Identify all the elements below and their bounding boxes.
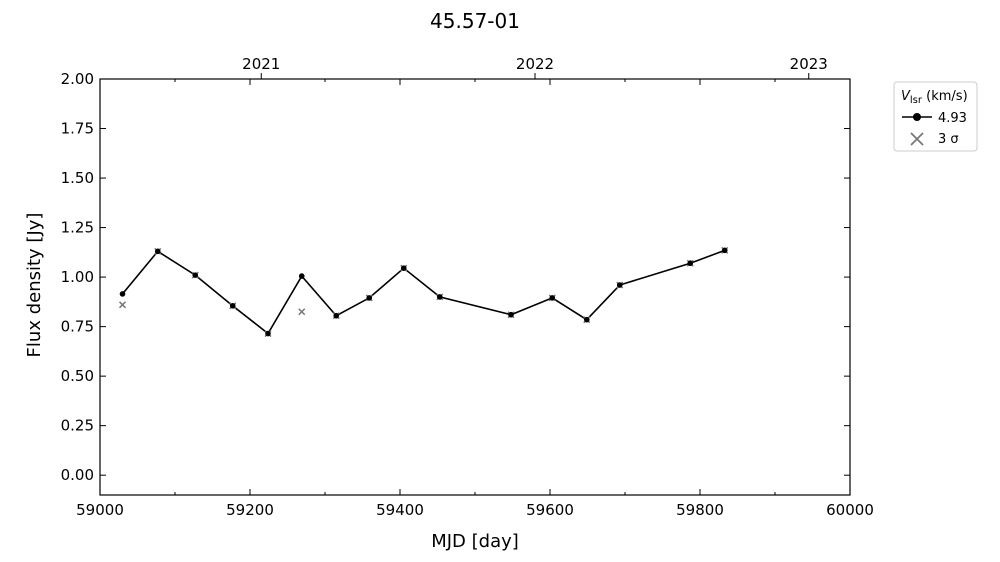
y-axis-label: Flux density [Jy] (24, 213, 45, 358)
legend-box (893, 81, 978, 152)
sigma-marker (298, 308, 306, 316)
x-tick-label: 59200 (226, 501, 274, 519)
data-point (229, 303, 236, 309)
legend-entry-sigma: 3 σ (938, 132, 959, 147)
plot-frame (99, 78, 851, 496)
legend-x-swatch (910, 132, 924, 146)
data-point (508, 311, 514, 318)
y-tick-label: 0.25 (61, 417, 94, 435)
year-tick-label: 2023 (790, 55, 828, 73)
legend-dot-swatch (913, 113, 921, 121)
legend-title: Vlsr (km/s) (901, 89, 968, 106)
series-line (121, 249, 726, 335)
data-point (119, 291, 126, 297)
x-axis-label: MJD [day] (431, 531, 519, 552)
data-point (192, 272, 199, 278)
year-tick-label: 2022 (516, 55, 554, 73)
legend: Vlsr (km/s) 4.93 3 σ (893, 81, 978, 152)
y-tick-label: 1.50 (61, 169, 94, 187)
x-tick-label: 60000 (826, 501, 874, 519)
legend-title-main: V (901, 89, 911, 104)
x-tick-label: 59000 (76, 501, 124, 519)
x-axis: 59000 59200 59400 59600 59800 60000 (76, 79, 874, 519)
legend-title-sub: lsr (910, 95, 923, 106)
data-point (298, 273, 305, 279)
top-year-axis: 2021 2022 2023 (242, 55, 828, 79)
data-point (265, 330, 271, 337)
year-tick-label: 2021 (242, 55, 280, 73)
y-axis: 0.00 0.25 0.50 0.75 1.00 1.25 1.50 1.75 2.00 (61, 70, 850, 484)
series-layer (118, 246, 729, 338)
data-point (154, 248, 161, 255)
sigma-marker-stroke (298, 308, 306, 316)
chart-title: 45.57-01 (430, 9, 520, 33)
data-point (583, 316, 590, 323)
y-tick-label: 1.00 (61, 268, 94, 286)
x-tick-label: 59600 (526, 501, 574, 519)
sigma-marker (118, 301, 127, 309)
sigma-marker-stroke (118, 301, 127, 309)
legend-entry-series: 4.93 (938, 111, 967, 126)
data-point (333, 312, 340, 319)
data-point (366, 295, 373, 301)
legend-title-rest: (km/s) (922, 89, 968, 104)
data-point (400, 265, 407, 271)
y-tick-label: 0.00 (61, 466, 94, 484)
data-point (687, 260, 694, 267)
y-tick-label: 1.25 (61, 219, 94, 237)
data-point (616, 282, 623, 288)
x-tick-label: 59800 (676, 501, 724, 519)
y-tick-label: 0.75 (61, 318, 94, 336)
data-point (549, 295, 556, 301)
x-tick-label: 59400 (376, 501, 424, 519)
y-tick-label: 1.75 (61, 120, 94, 138)
data-point (721, 247, 728, 254)
y-tick-label: 0.50 (61, 367, 94, 385)
y-tick-label: 2.00 (61, 70, 94, 88)
data-point (436, 294, 443, 300)
